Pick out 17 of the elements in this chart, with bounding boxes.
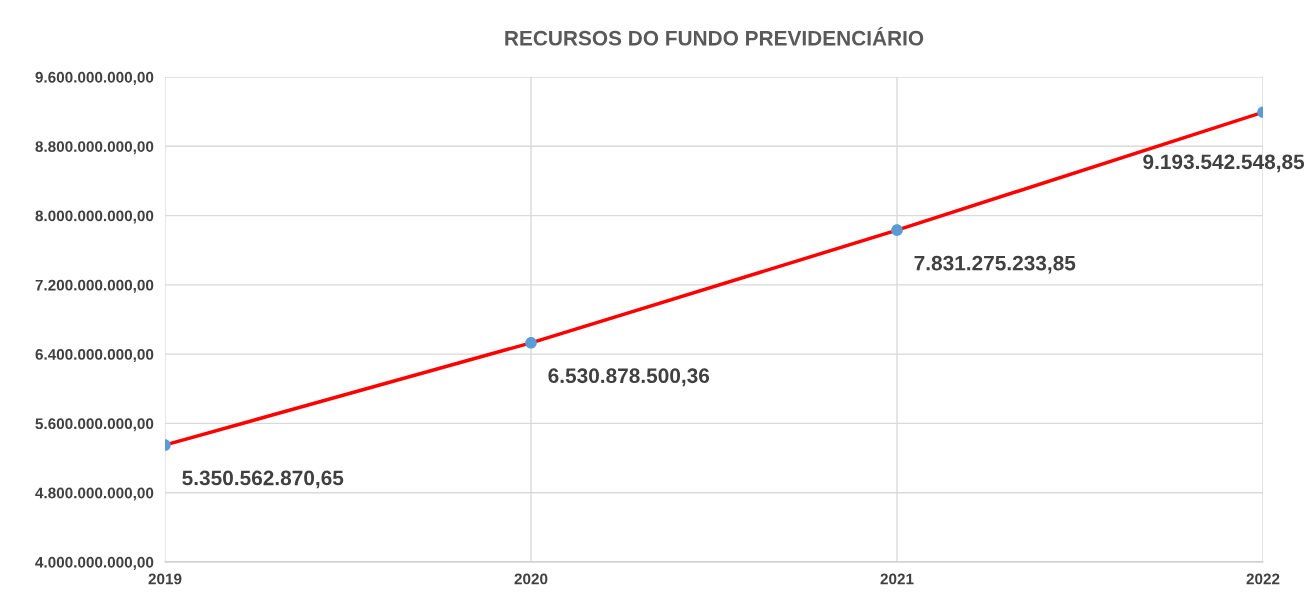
x-tick-label: 2021 bbox=[880, 573, 914, 585]
y-tick-label: 8.800.000.000,00 bbox=[35, 141, 154, 155]
x-tick-label: 2019 bbox=[148, 573, 182, 585]
y-tick-label: 7.200.000.000,00 bbox=[35, 279, 154, 293]
data-label: 7.831.275.233,85 bbox=[914, 255, 1076, 274]
y-tick-label: 8.000.000.000,00 bbox=[35, 210, 154, 224]
data-label: 9.193.542.548,85 bbox=[1143, 154, 1305, 173]
y-tick-label: 4.800.000.000,00 bbox=[35, 487, 154, 501]
data-label: 5.350.562.870,65 bbox=[182, 470, 344, 489]
y-tick-label: 4.000.000.000,00 bbox=[35, 556, 154, 570]
y-tick-label: 9.600.000.000,00 bbox=[35, 71, 154, 85]
data-label: 6.530.878.500,36 bbox=[548, 368, 710, 387]
x-tick-label: 2020 bbox=[514, 573, 548, 585]
y-tick-label: 5.600.000.000,00 bbox=[35, 418, 154, 432]
y-tick-label: 6.400.000.000,00 bbox=[35, 349, 154, 363]
chart-title: RECURSOS DO FUNDO PREVIDENCIÁRIO bbox=[505, 26, 924, 46]
x-tick-label: 2022 bbox=[1246, 573, 1280, 585]
